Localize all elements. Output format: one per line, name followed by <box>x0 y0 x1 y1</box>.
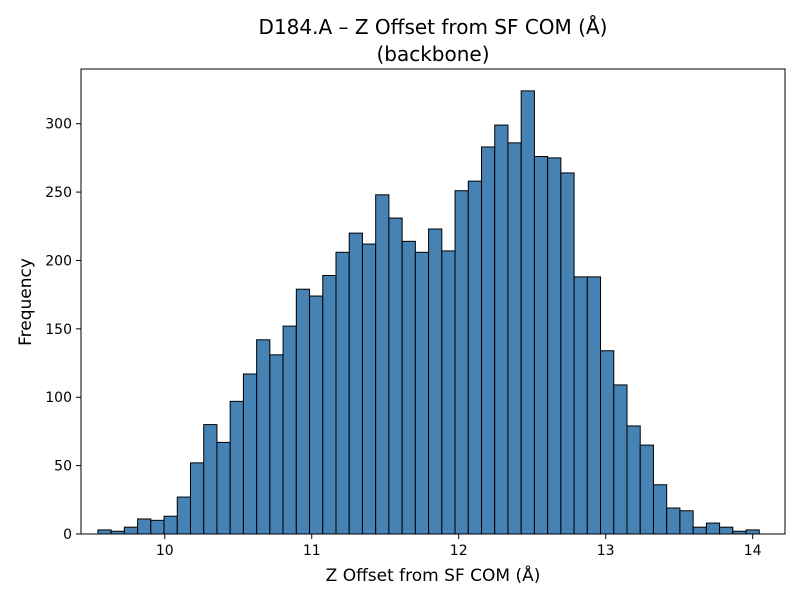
histogram-bar <box>705 522 721 535</box>
histogram-bar <box>428 228 443 535</box>
y-tick-label: 0 <box>63 527 72 543</box>
histogram-bar <box>375 194 390 535</box>
histogram-bar <box>507 142 522 535</box>
histogram-bar <box>361 243 377 535</box>
histogram-bar <box>666 507 681 535</box>
x-axis-ticks: 10 11 12 13 14 <box>156 534 762 559</box>
histogram-bar <box>150 519 165 535</box>
x-tick-label: 11 <box>303 543 321 559</box>
histogram-bar <box>203 424 218 535</box>
histogram-bar <box>481 146 496 535</box>
histogram-bar <box>533 156 549 535</box>
histogram-bar <box>322 275 337 535</box>
x-tick-label: 10 <box>156 543 174 559</box>
histogram-bar <box>282 325 297 535</box>
histogram-bar <box>639 444 654 535</box>
y-axis-ticks: 0 50 100 150 200 250 300 <box>45 117 81 543</box>
histogram-bar <box>123 526 139 535</box>
histogram-bar <box>679 510 694 535</box>
chart-subtitle: (backbone) <box>376 42 489 66</box>
histogram-bar <box>454 190 469 535</box>
x-tick-label: 13 <box>597 543 615 559</box>
bars-group <box>97 90 760 535</box>
histogram-bar <box>242 373 258 535</box>
histogram-bar <box>97 529 112 535</box>
y-tick-label: 200 <box>45 253 72 269</box>
plot-frame <box>80 68 786 535</box>
histogram-bar <box>626 425 641 535</box>
histogram-bar <box>256 339 271 535</box>
histogram-bar <box>269 354 284 535</box>
histogram-bar <box>176 496 191 535</box>
histogram-bar <box>560 172 575 535</box>
x-axis-label: Z Offset from SF COM (Å) <box>326 564 541 586</box>
histogram-bar <box>494 124 509 535</box>
histogram-bar <box>586 276 602 535</box>
histogram-bar <box>547 157 562 535</box>
histogram-bar <box>137 518 152 535</box>
histogram-bar <box>348 232 363 535</box>
x-tick-label: 12 <box>450 543 468 559</box>
histogram-bar <box>573 276 588 535</box>
histogram-bar <box>229 400 244 535</box>
histogram-bar <box>600 350 615 535</box>
histogram-bar <box>520 90 535 535</box>
histogram-bar <box>401 240 416 535</box>
histogram-bar <box>216 441 231 535</box>
y-tick-label: 100 <box>45 390 72 406</box>
histogram-bar <box>692 526 707 535</box>
histogram-bar <box>719 526 734 535</box>
histogram-bar <box>295 288 311 535</box>
y-tick-label: 250 <box>45 185 72 201</box>
x-tick-label: 14 <box>744 543 762 559</box>
histogram-bar <box>163 515 178 535</box>
histogram-bar <box>441 250 456 535</box>
y-axis-label: Frequency <box>16 258 36 346</box>
histogram-bar <box>414 251 430 535</box>
y-tick-label: 50 <box>54 459 72 475</box>
histogram-bar <box>467 180 483 535</box>
histogram-bar <box>388 217 403 535</box>
y-tick-label: 150 <box>45 322 72 338</box>
histogram-bar <box>309 295 324 535</box>
histogram-bar <box>745 529 760 535</box>
histogram-bar <box>335 251 350 535</box>
histogram-bar <box>189 462 205 535</box>
histogram-bar <box>613 384 628 535</box>
y-tick-label: 300 <box>45 117 72 133</box>
chart-title: D184.A – Z Offset from SF COM (Å) <box>259 15 608 39</box>
histogram-bar <box>652 484 668 535</box>
